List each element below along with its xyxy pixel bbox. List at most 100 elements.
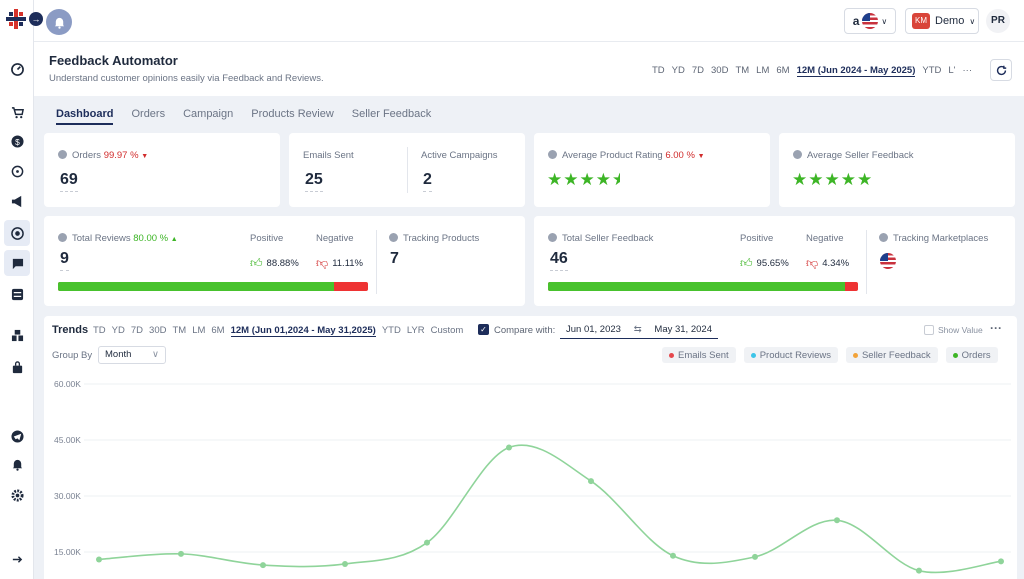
dollar-icon[interactable]: $ xyxy=(8,132,26,150)
avg-product-rating-card: Average Product Rating 6.00 % ▼ ★★★★★ xyxy=(534,133,770,207)
legend-item-2[interactable]: Seller Feedback xyxy=(845,347,938,363)
cart-icon[interactable] xyxy=(8,103,26,121)
sidebar: $ xyxy=(0,0,34,579)
data-point-8[interactable] xyxy=(752,553,758,560)
tab-3[interactable]: Products Review xyxy=(251,108,334,120)
total-seller-feedback-label: Total Seller Feedback xyxy=(548,233,653,244)
compare-date-range[interactable]: Jun 01, 2023 ⇆ May 31, 2024 xyxy=(560,321,718,339)
trend-range-option-4[interactable]: TM xyxy=(172,325,187,336)
boxes-icon[interactable] xyxy=(8,326,26,344)
trend-range-option-7[interactable]: 12M (Jun 01,2024 - May 31,2025) xyxy=(230,325,376,337)
active-campaigns-value: 2 xyxy=(423,171,432,192)
bag-icon[interactable] xyxy=(8,358,26,376)
data-point-4[interactable] xyxy=(424,539,430,546)
dashboard-gauge-icon[interactable] xyxy=(8,60,26,78)
range-option-2[interactable]: 7D xyxy=(691,65,705,76)
chevron-down-icon: ∨ xyxy=(152,349,159,360)
tab-1[interactable]: Orders xyxy=(131,108,166,120)
trend-range-option-1[interactable]: YD xyxy=(111,325,125,336)
checklist-icon[interactable] xyxy=(8,285,26,303)
profile-select[interactable]: KM Demo ∨ xyxy=(905,8,979,34)
amazon-icon: a xyxy=(852,14,860,28)
trend-range-option-9[interactable]: LYR xyxy=(406,325,425,336)
range-option-3[interactable]: 30D xyxy=(711,65,729,76)
legend-item-3[interactable]: Orders xyxy=(945,347,998,363)
range-option-7[interactable]: 12M (Jun 2024 - May 2025) xyxy=(796,65,916,77)
data-point-6[interactable] xyxy=(588,478,594,485)
legend-item-1[interactable]: Product Reviews xyxy=(743,347,838,363)
show-value-toggle[interactable]: Show Value xyxy=(924,325,983,335)
info-icon xyxy=(548,150,557,159)
data-point-3[interactable] xyxy=(342,560,348,567)
svg-text:$: $ xyxy=(15,136,20,146)
avg-product-rating-change: 6.00 % xyxy=(665,150,695,161)
tab-0[interactable]: Dashboard xyxy=(56,108,114,125)
trend-range-option-0[interactable]: TD xyxy=(93,325,106,336)
avatar[interactable]: PR xyxy=(986,9,1010,33)
emails-sent-value: 25 xyxy=(305,171,323,192)
legend-dot xyxy=(669,352,674,358)
data-point-10[interactable] xyxy=(916,567,922,574)
product-rating-stars: ★★★★★ xyxy=(547,170,620,189)
range-option-6[interactable]: 6M xyxy=(776,65,790,76)
thumbs-up-icon: 👍︎ xyxy=(250,256,263,270)
tab-4[interactable]: Seller Feedback xyxy=(351,108,432,120)
orders-label: Orders 99.97 % ▼ xyxy=(58,150,148,161)
y-tick-label: 30.00K xyxy=(54,491,81,501)
data-point-2[interactable] xyxy=(260,562,266,569)
notification-bell-icon[interactable] xyxy=(8,455,26,473)
caret-down-icon: ▼ xyxy=(141,153,149,160)
marketplace-select[interactable]: a ∨ xyxy=(844,8,896,34)
divider xyxy=(407,147,408,193)
target-icon[interactable] xyxy=(4,220,30,246)
reviews-sentiment-bar xyxy=(58,282,368,291)
range-option-0[interactable]: TD xyxy=(651,65,665,76)
telegram-icon[interactable] xyxy=(8,427,26,445)
swap-icon: ⇆ xyxy=(633,324,642,335)
info-icon xyxy=(58,150,67,159)
compare-checkbox[interactable]: ✓ xyxy=(478,324,489,335)
seller-positive-fill xyxy=(548,282,845,291)
avg-seller-feedback-label: Average Seller Feedback xyxy=(793,150,914,161)
range-option-9[interactable]: L' xyxy=(948,65,956,76)
feedback-icon[interactable] xyxy=(4,250,30,276)
legend-item-0[interactable]: Emails Sent xyxy=(662,347,736,363)
trends-title: Trends xyxy=(52,324,89,336)
bell-button[interactable] xyxy=(46,9,72,35)
trend-range-option-2[interactable]: 7D xyxy=(130,325,144,336)
data-point-11[interactable] xyxy=(998,558,1004,565)
positive-label: Positive xyxy=(250,233,284,244)
group-by-select[interactable]: Month ∨ xyxy=(98,346,166,364)
chart-legend: Emails Sent Product Reviews Seller Feedbac… xyxy=(662,347,998,363)
data-point-0[interactable] xyxy=(96,556,102,563)
data-point-1[interactable] xyxy=(178,550,184,557)
data-point-5[interactable] xyxy=(506,444,512,451)
trends-line-chart: 60.00K 45.00K 30.00K 15.00K xyxy=(54,379,1011,574)
trend-range-option-6[interactable]: 6M xyxy=(211,325,225,336)
tab-2[interactable]: Campaign xyxy=(183,108,234,120)
trend-range-option-3[interactable]: 30D xyxy=(149,325,167,336)
range-option-8[interactable]: YTD xyxy=(922,65,942,76)
gear-icon[interactable] xyxy=(8,486,26,504)
divider xyxy=(866,230,867,294)
group-by-label: Group By xyxy=(52,350,93,361)
bell-icon xyxy=(54,17,64,29)
range-option-5[interactable]: LM xyxy=(756,65,770,76)
trend-range-option-10[interactable]: Custom xyxy=(430,325,464,336)
trend-range-option-5[interactable]: LM xyxy=(192,325,206,336)
data-point-7[interactable] xyxy=(670,552,676,559)
range-option-10[interactable]: ··· xyxy=(962,65,973,76)
range-option-4[interactable]: TM xyxy=(735,65,750,76)
speedometer-icon[interactable] xyxy=(8,162,26,180)
collapse-arrow-icon[interactable] xyxy=(8,550,26,568)
expand-sidebar-button[interactable]: → xyxy=(29,12,43,26)
megaphone-icon[interactable] xyxy=(8,192,26,210)
checkbox-icon xyxy=(924,325,934,335)
range-option-1[interactable]: YD xyxy=(671,65,685,76)
profile-name: Demo xyxy=(935,15,965,27)
refresh-button[interactable] xyxy=(990,59,1012,81)
data-point-9[interactable] xyxy=(834,517,840,524)
more-options-button[interactable]: ··· xyxy=(990,321,1002,335)
trend-range-option-8[interactable]: YTD xyxy=(381,325,401,336)
info-icon xyxy=(389,233,398,242)
